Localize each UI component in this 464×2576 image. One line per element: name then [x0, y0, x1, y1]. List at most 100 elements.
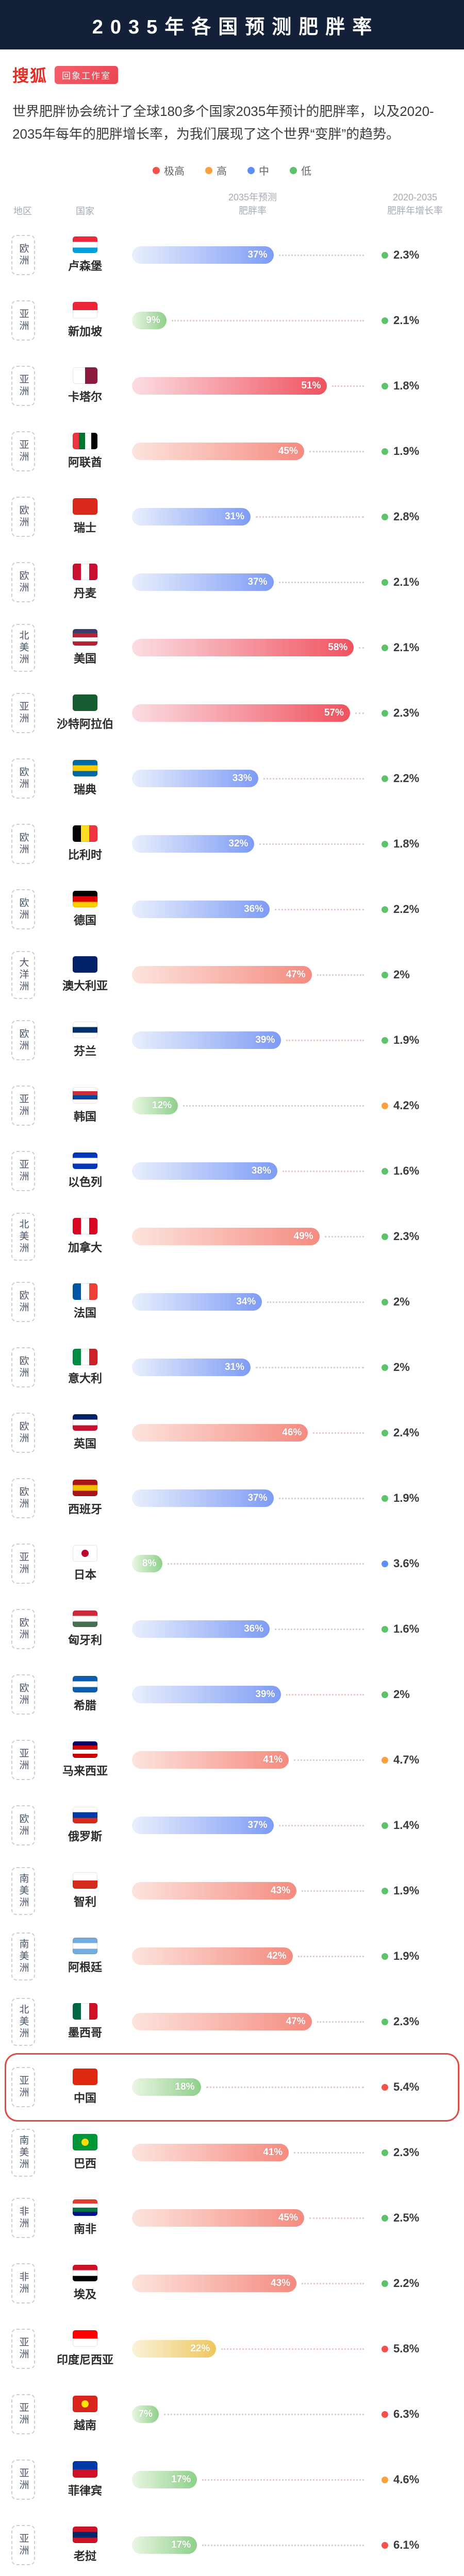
- leader-line: [324, 1235, 364, 1238]
- rate-value: 45%: [278, 2212, 298, 2224]
- country-cell: 新加坡: [41, 302, 129, 339]
- country-flag-icon: [73, 956, 97, 973]
- growth-cell: 1.9%: [376, 445, 454, 458]
- rate-bar-track: 37%: [132, 1817, 369, 1835]
- leader-line: [267, 1301, 364, 1303]
- growth-level-dot: [382, 1037, 388, 1044]
- growth-level-dot: [382, 317, 388, 324]
- rate-bar-track: 18%: [132, 2078, 369, 2096]
- growth-cell: 2.3%: [376, 2015, 454, 2028]
- country-flag-icon: [73, 1611, 97, 1628]
- growth-value: 2.3%: [393, 706, 420, 720]
- rate-bar-track: 33%: [132, 770, 369, 788]
- country-flag-icon: [73, 694, 97, 711]
- region-label: 亚洲: [11, 2394, 35, 2435]
- country-row: 欧洲 卢森堡 37% 2.3%: [6, 223, 458, 288]
- growth-value: 1.9%: [393, 445, 420, 458]
- rate-value: 39%: [255, 1035, 275, 1046]
- country-cell: 以色列: [41, 1153, 129, 1190]
- country-flag-icon: [73, 498, 97, 515]
- rate-value: 58%: [328, 642, 348, 653]
- country-row: 欧洲 俄罗斯 37% 1.4%: [6, 1793, 458, 1858]
- region-label: 欧洲: [11, 497, 35, 537]
- studio-badge: 回象工作室: [55, 65, 119, 84]
- country-name: 马来西亚: [62, 1765, 108, 1778]
- rate-bar-track: 51%: [132, 377, 369, 395]
- rate-bar: 12%: [132, 1097, 178, 1115]
- leader-line: [294, 1759, 364, 1761]
- rate-value: 36%: [244, 904, 264, 915]
- growth-level-dot: [382, 1495, 388, 1502]
- rate-bar: 51%: [132, 377, 327, 395]
- region-label: 欧洲: [11, 889, 35, 930]
- region-label: 欧洲: [11, 1282, 35, 1323]
- country-name: 越南: [73, 2419, 96, 2432]
- rate-bar: 34%: [132, 1293, 262, 1311]
- rate-bar: 58%: [132, 639, 354, 657]
- rate-bar-track: 41%: [132, 1751, 369, 1769]
- country-name: 阿根廷: [68, 1961, 102, 1974]
- country-name: 匈牙利: [68, 1634, 102, 1647]
- growth-level-dot: [382, 1429, 388, 1436]
- rate-bar: 45%: [132, 2209, 304, 2227]
- growth-level-dot: [382, 2280, 388, 2287]
- growth-value: 2.1%: [393, 314, 420, 327]
- rate-value: 51%: [301, 380, 321, 392]
- leader-line: [332, 385, 364, 387]
- country-cell: 巴西: [41, 2134, 129, 2171]
- growth-value: 2.2%: [393, 772, 420, 785]
- legend-label-veryhigh: 极高: [164, 166, 185, 178]
- country-flag-icon: [73, 1545, 97, 1562]
- country-flag-icon: [73, 1741, 97, 1758]
- growth-level-dot: [382, 709, 388, 717]
- country-name: 澳大利亚: [62, 979, 108, 993]
- region-label: 北美洲: [11, 623, 35, 672]
- region-label: 亚洲: [11, 2460, 35, 2500]
- flag-emblem-icon: [81, 2139, 89, 2146]
- growth-cell: 2.5%: [376, 2211, 454, 2225]
- growth-value: 5.4%: [393, 2080, 420, 2094]
- growth-value: 2.2%: [393, 903, 420, 916]
- rate-value: 42%: [267, 1951, 287, 1962]
- region-label: 非洲: [11, 2198, 35, 2239]
- country-flag-icon: [73, 1414, 97, 1431]
- rate-bar-track: 39%: [132, 1686, 369, 1704]
- col-header-rate-line2: 肥胖率: [239, 205, 267, 216]
- country-name: 俄罗斯: [68, 1830, 102, 1843]
- country-cell: 瑞典: [41, 760, 129, 797]
- country-cell: 阿联酋: [41, 433, 129, 470]
- rate-value: 33%: [232, 773, 252, 784]
- rate-legend: 极高 高 中 低: [0, 149, 464, 182]
- rate-bar-track: 57%: [132, 704, 369, 722]
- rate-value: 47%: [286, 2016, 306, 2027]
- flag-emblem-icon: [81, 2400, 89, 2408]
- rate-bar: 38%: [132, 1162, 277, 1180]
- rate-bar-track: 36%: [132, 901, 369, 919]
- country-row: 亚洲 阿联酋 45% 1.9%: [6, 419, 458, 484]
- growth-value: 2.8%: [393, 510, 420, 523]
- rate-bar: 36%: [132, 901, 270, 919]
- leader-line: [278, 1497, 364, 1499]
- growth-value: 4.2%: [393, 1099, 420, 1112]
- country-row: 欧洲 德国 36% 2.2%: [6, 877, 458, 942]
- country-flag-icon: [73, 1283, 97, 1300]
- rate-bar: 37%: [132, 246, 274, 264]
- growth-level-dot: [382, 1756, 388, 1764]
- growth-cell: 3.6%: [376, 1557, 454, 1570]
- country-cell: 匈牙利: [41, 1611, 129, 1648]
- rate-value: 36%: [244, 1623, 264, 1635]
- country-flag-icon: [73, 236, 97, 253]
- growth-value: 2%: [393, 968, 410, 981]
- country-cell: 印度尼西亚: [41, 2330, 129, 2367]
- leader-line: [206, 2086, 364, 2088]
- growth-value: 2%: [393, 1688, 410, 1701]
- region-label: 欧洲: [11, 1674, 35, 1715]
- region-label: 北美洲: [11, 1212, 35, 1261]
- growth-cell: 1.8%: [376, 379, 454, 393]
- country-flag-icon: [73, 2134, 97, 2151]
- growth-cell: 1.4%: [376, 1819, 454, 1832]
- region-label: 欧洲: [11, 1413, 35, 1453]
- col-header-growth: 2020-2035 肥胖年增长率: [376, 191, 454, 217]
- country-cell: 比利时: [41, 825, 129, 862]
- growth-cell: 1.9%: [376, 1950, 454, 1963]
